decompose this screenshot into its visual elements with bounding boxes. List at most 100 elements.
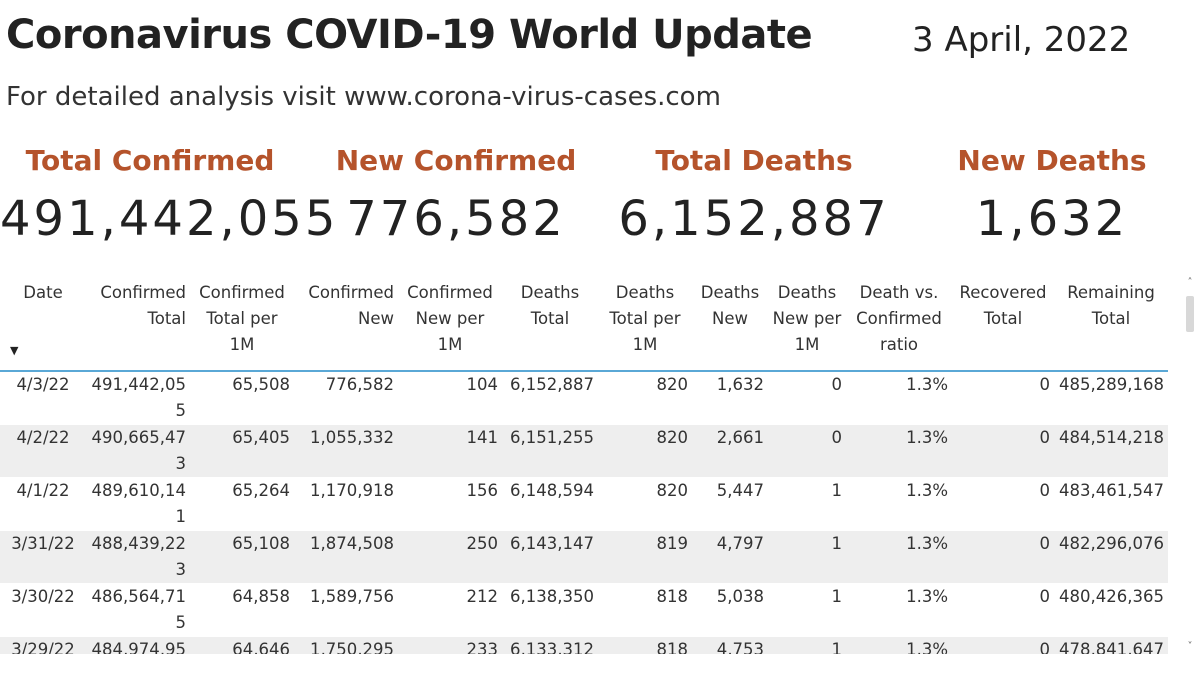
kpi-label: New Confirmed (335, 144, 577, 177)
daily-stats-table[interactable]: Date ▼ Confirmed Total Confirmed Total p… (0, 276, 1168, 654)
table-cell: 0 (952, 477, 1054, 531)
table-cell: 4/2/22 (0, 424, 86, 478)
kpi-value: 776,582 (346, 191, 566, 247)
table-cell: 482,296,076 (1054, 530, 1168, 584)
table-cell: 820 (598, 371, 692, 425)
table-cell: 5,447 (692, 477, 768, 531)
column-header-label: Date (23, 283, 63, 302)
column-header-confirmed-total[interactable]: Confirmed Total (86, 276, 190, 372)
table-cell: 820 (598, 477, 692, 531)
kpi-value: 491,442,055 (0, 191, 339, 247)
table-cell: 104 (398, 371, 502, 425)
table-cell: 65,108 (190, 530, 294, 584)
scrollbar-thumb[interactable] (1186, 296, 1194, 332)
table-cell: 5,038 (692, 583, 768, 637)
table-cell: 483,461,547 (1054, 477, 1168, 531)
table-cell: 141 (398, 424, 502, 478)
page-title: Coronavirus COVID-19 World Update (6, 12, 813, 58)
table-cell: 489,610,141 (86, 477, 190, 531)
table-cell: 1 (768, 583, 846, 637)
table-cell: 1 (768, 530, 846, 584)
table-cell: 1.3% (846, 583, 952, 637)
column-header-date[interactable]: Date ▼ (0, 276, 86, 372)
table-cell: 6,152,887 (502, 371, 598, 425)
table-cell: 6,143,147 (502, 530, 598, 584)
table-cell: 4/3/22 (0, 371, 86, 425)
table-row[interactable]: 3/30/22 486,564,715 64,858 1,589,756 212… (0, 583, 1168, 637)
table-cell: 6,133,312 (502, 636, 598, 654)
table-row[interactable]: 3/31/22 488,439,223 65,108 1,874,508 250… (0, 530, 1168, 584)
table-cell: 2,661 (692, 424, 768, 478)
table-cell: 4,797 (692, 530, 768, 584)
table-cell: 484,514,218 (1054, 424, 1168, 478)
table-row[interactable]: 3/29/22 484,974,95 64,646 1,750,295 233 … (0, 636, 1168, 654)
column-header-confirmed-new-per-1m[interactable]: Confirmed New per 1M (398, 276, 502, 372)
table-cell: 490,665,473 (86, 424, 190, 478)
table-cell: 65,405 (190, 424, 294, 478)
table-row[interactable]: 4/1/22 489,610,141 65,264 1,170,918 156 … (0, 477, 1168, 531)
column-header-confirmed-new[interactable]: Confirmed New (294, 276, 398, 372)
table-cell: 233 (398, 636, 502, 654)
table-cell: 0 (768, 371, 846, 425)
column-header-deaths-new-per-1m[interactable]: Deaths New per 1M (768, 276, 846, 372)
kpi-label: Total Deaths (655, 144, 853, 177)
table-cell: 1.3% (846, 477, 952, 531)
table-cell: 1,750,295 (294, 636, 398, 654)
table-cell: 1,170,918 (294, 477, 398, 531)
table-cell: 0 (952, 636, 1054, 654)
table-cell: 480,426,365 (1054, 583, 1168, 637)
table-cell: 6,151,255 (502, 424, 598, 478)
table-cell: 485,289,168 (1054, 371, 1168, 425)
chevron-up-icon[interactable]: ˄ (1187, 277, 1193, 288)
chevron-down-icon[interactable]: ˅ (1187, 641, 1193, 652)
table-cell: 819 (598, 530, 692, 584)
report-date: 3 April, 2022 (912, 20, 1131, 60)
table-cell: 156 (398, 477, 502, 531)
table-cell: 1,055,332 (294, 424, 398, 478)
table-cell: 3/31/22 (0, 530, 86, 584)
table-cell: 488,439,223 (86, 530, 190, 584)
column-header-deaths-total-per-1m[interactable]: Deaths Total per 1M (598, 276, 692, 372)
table-cell: 0 (952, 424, 1054, 478)
table-cell: 64,646 (190, 636, 294, 654)
table-cell: 6,138,350 (502, 583, 598, 637)
table-cell: 6,148,594 (502, 477, 598, 531)
column-header-confirmed-total-per-1m[interactable]: Confirmed Total per 1M (190, 276, 294, 372)
table-cell: 1,589,756 (294, 583, 398, 637)
column-header-deaths-total[interactable]: Deaths Total (502, 276, 598, 372)
table-cell: 1 (768, 636, 846, 654)
table-cell: 1,632 (692, 371, 768, 425)
table-cell: 0 (768, 424, 846, 478)
table-cell: 818 (598, 636, 692, 654)
table-cell: 1.3% (846, 371, 952, 425)
table-cell: 491,442,055 (86, 371, 190, 425)
table-cell: 820 (598, 424, 692, 478)
page-subtitle: For detailed analysis visit www.corona-v… (6, 82, 721, 112)
kpi-label: New Deaths (957, 144, 1147, 177)
table-cell: 478,841,647 (1054, 636, 1168, 654)
kpi-new-confirmed: New Confirmed 776,582 (306, 144, 606, 247)
column-header-death-vs-confirmed-ratio[interactable]: Death vs. Confirmed ratio (846, 276, 952, 372)
table-cell: 65,508 (190, 371, 294, 425)
column-header-remaining-total[interactable]: Remaining Total (1054, 276, 1168, 372)
table-cell: 3/29/22 (0, 636, 86, 654)
table-cell: 64,858 (190, 583, 294, 637)
kpi-value: 1,632 (975, 191, 1129, 247)
kpi-label: Total Confirmed (25, 144, 275, 177)
table-row[interactable]: 4/3/22 491,442,055 65,508 776,582 104 6,… (0, 371, 1168, 425)
kpi-total-confirmed: Total Confirmed 491,442,055 (0, 144, 339, 247)
table-cell: 484,974,95 (86, 636, 190, 654)
table-scrollbar[interactable]: ˄ ˅ (1182, 276, 1198, 654)
table-cell: 250 (398, 530, 502, 584)
table-cell: 3/30/22 (0, 583, 86, 637)
table-cell: 1.3% (846, 636, 952, 654)
column-header-deaths-new[interactable]: Deaths New (692, 276, 768, 372)
kpi-new-deaths: New Deaths 1,632 (902, 144, 1200, 247)
table-cell: 4,753 (692, 636, 768, 654)
table-cell: 212 (398, 583, 502, 637)
table-row[interactable]: 4/2/22 490,665,473 65,405 1,055,332 141 … (0, 424, 1168, 478)
table-cell: 1.3% (846, 530, 952, 584)
table-cell: 4/1/22 (0, 477, 86, 531)
column-header-recovered-total[interactable]: Recovered Total (952, 276, 1054, 372)
sort-descending-icon[interactable]: ▼ (10, 344, 19, 357)
